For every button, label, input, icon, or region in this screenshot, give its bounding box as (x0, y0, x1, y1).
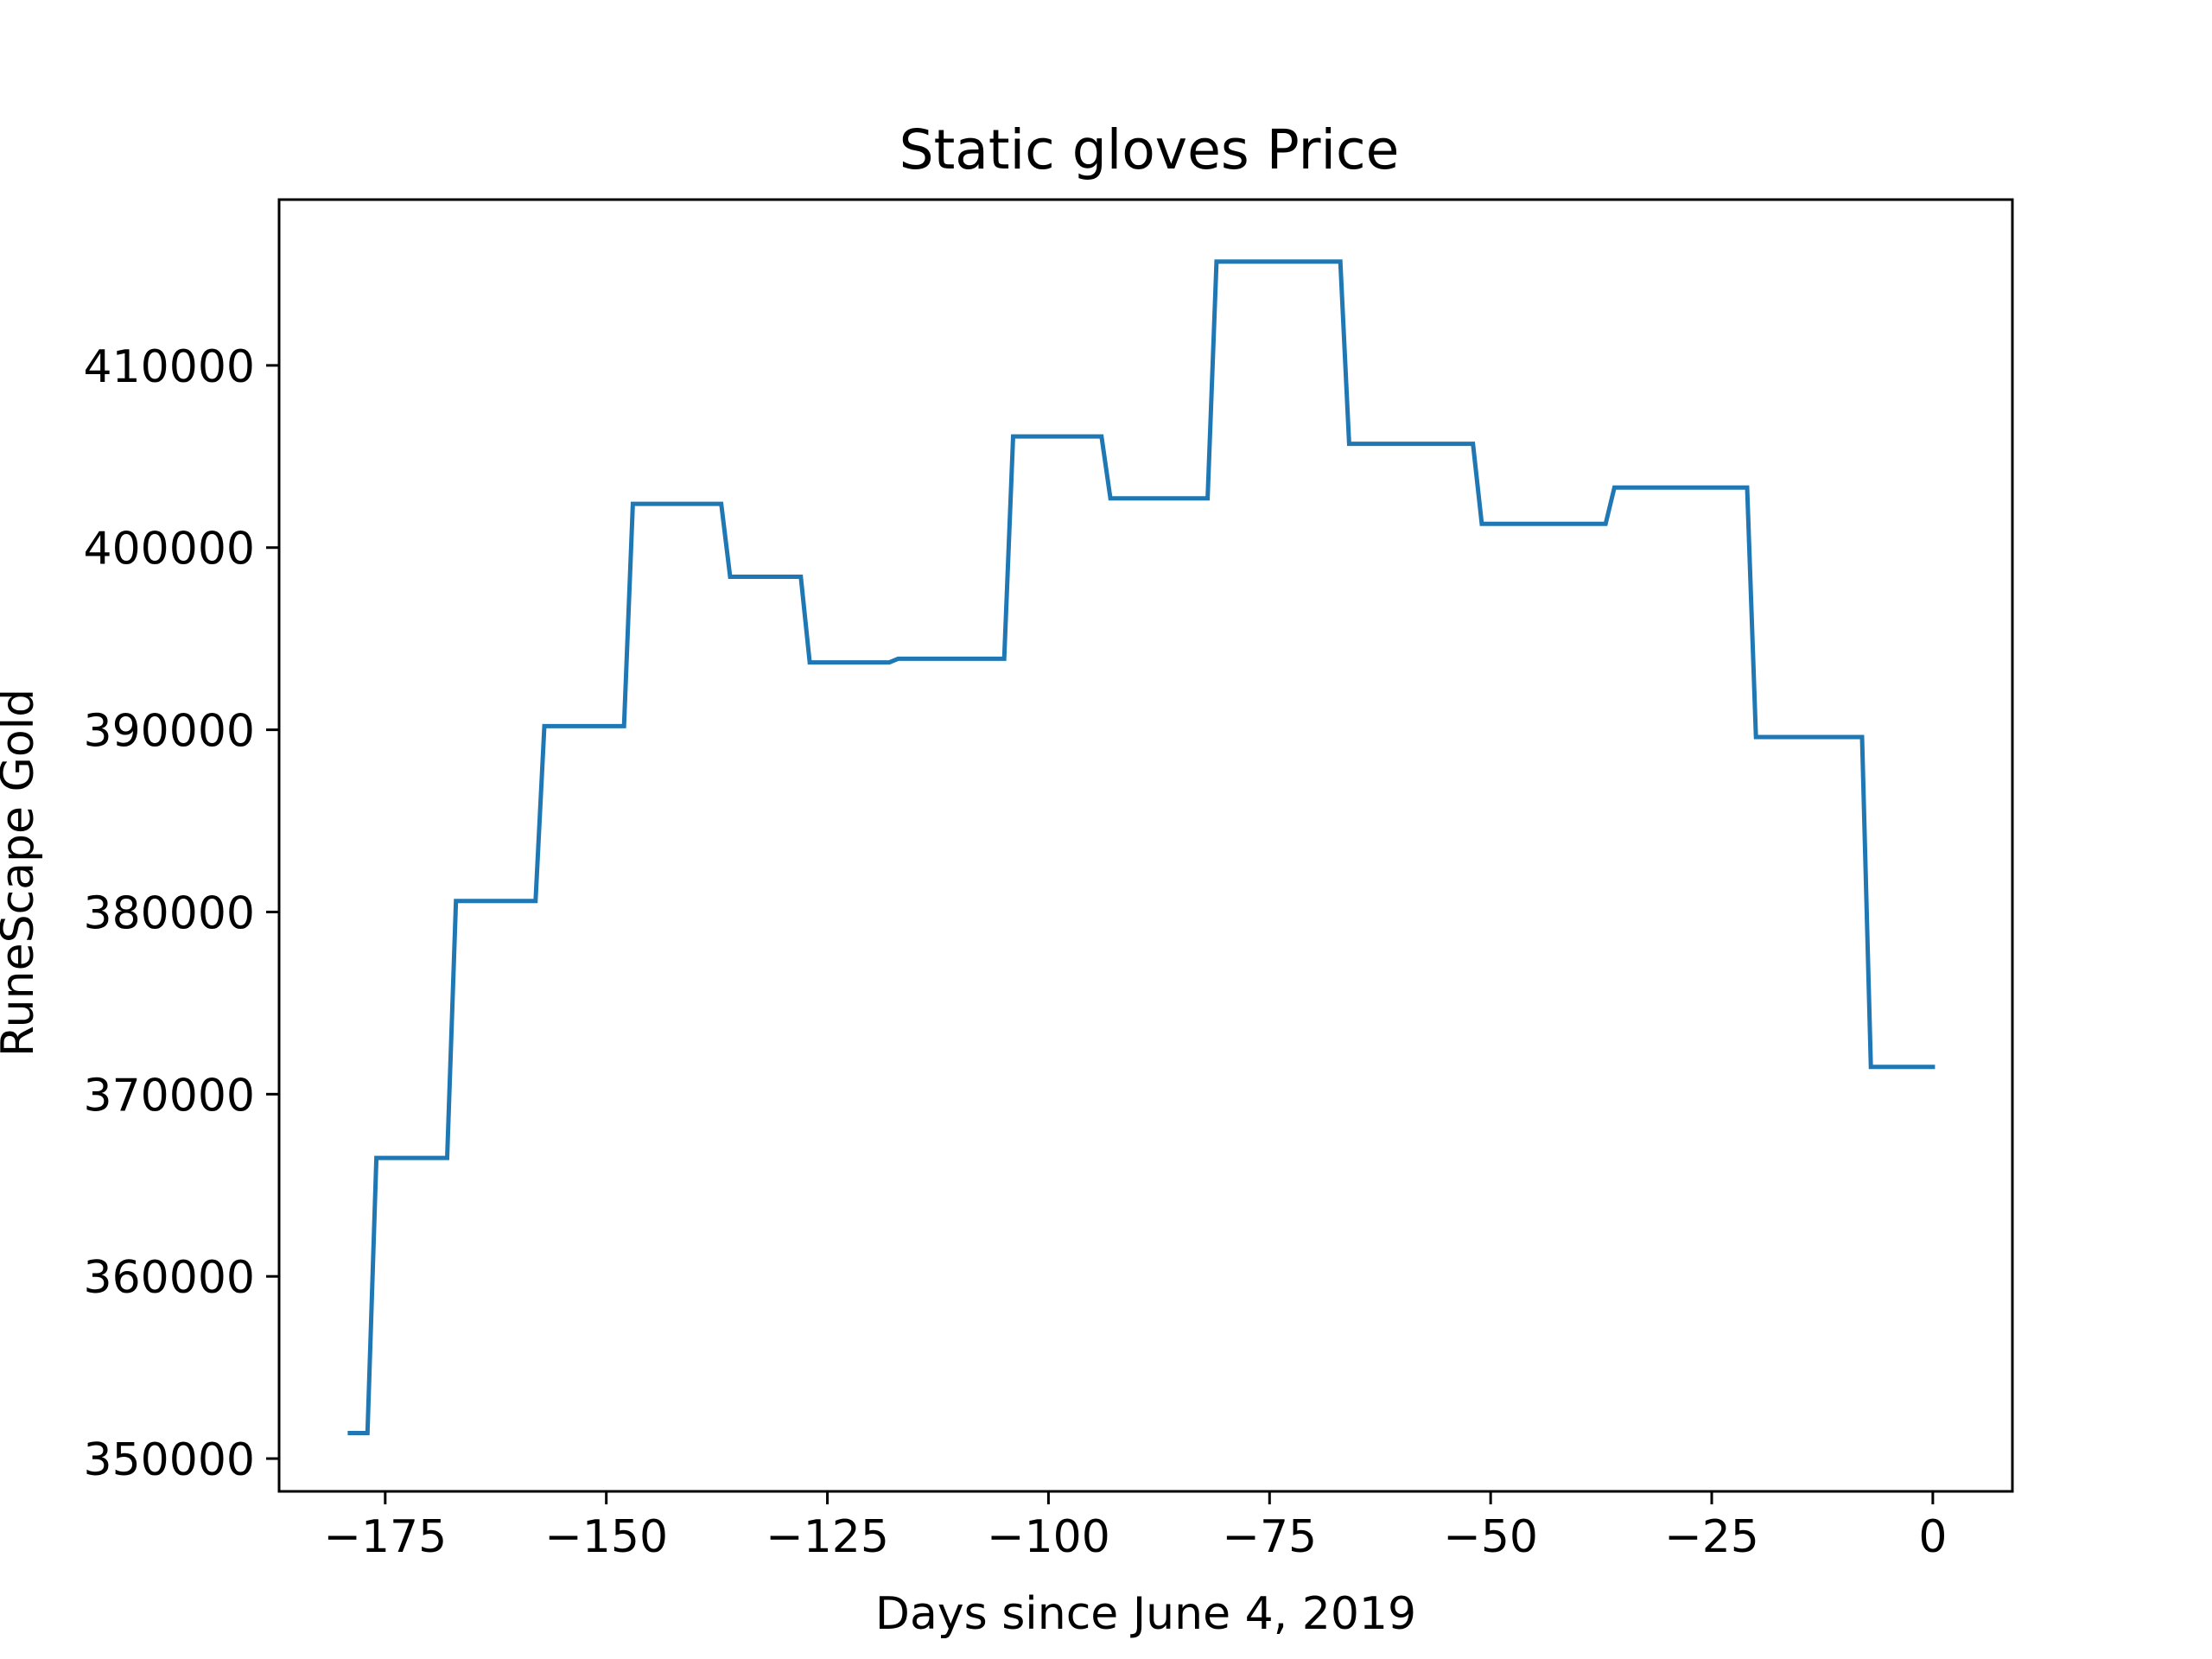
y-axis-label: RuneScape Gold (0, 689, 44, 1057)
series-line (347, 259, 1936, 1435)
y-tick-label: 350000 (83, 1434, 255, 1486)
x-tick-label: −175 (323, 1511, 447, 1563)
y-tick-label: 380000 (83, 887, 255, 939)
x-tick-label: −75 (1222, 1511, 1317, 1563)
y-tick-label: 370000 (83, 1070, 255, 1122)
plot-area (277, 198, 2014, 1493)
y-axis: 350000 360000 370000 380000 390000 400000 4100… (83, 341, 279, 1486)
x-tick-label: −50 (1443, 1511, 1538, 1563)
x-tick-label: −150 (544, 1511, 668, 1563)
x-tick-label: 0 (1918, 1511, 1947, 1563)
y-tick-label: 400000 (83, 524, 255, 575)
x-axis: −175 −150 −125 −100 −75 −50 −25 0 (323, 1491, 1947, 1563)
x-tick-label: −25 (1664, 1511, 1759, 1563)
plot-frame (277, 198, 2014, 1493)
x-tick-label: −125 (766, 1511, 889, 1563)
chart-title: Static gloves Price (899, 118, 1400, 181)
y-tick-label: 390000 (83, 706, 255, 758)
y-tick-label: 410000 (83, 341, 255, 393)
x-tick-label: −100 (987, 1511, 1110, 1563)
x-axis-label: Days since June 4, 2019 (875, 1588, 1416, 1640)
y-tick-label: 360000 (83, 1252, 255, 1304)
